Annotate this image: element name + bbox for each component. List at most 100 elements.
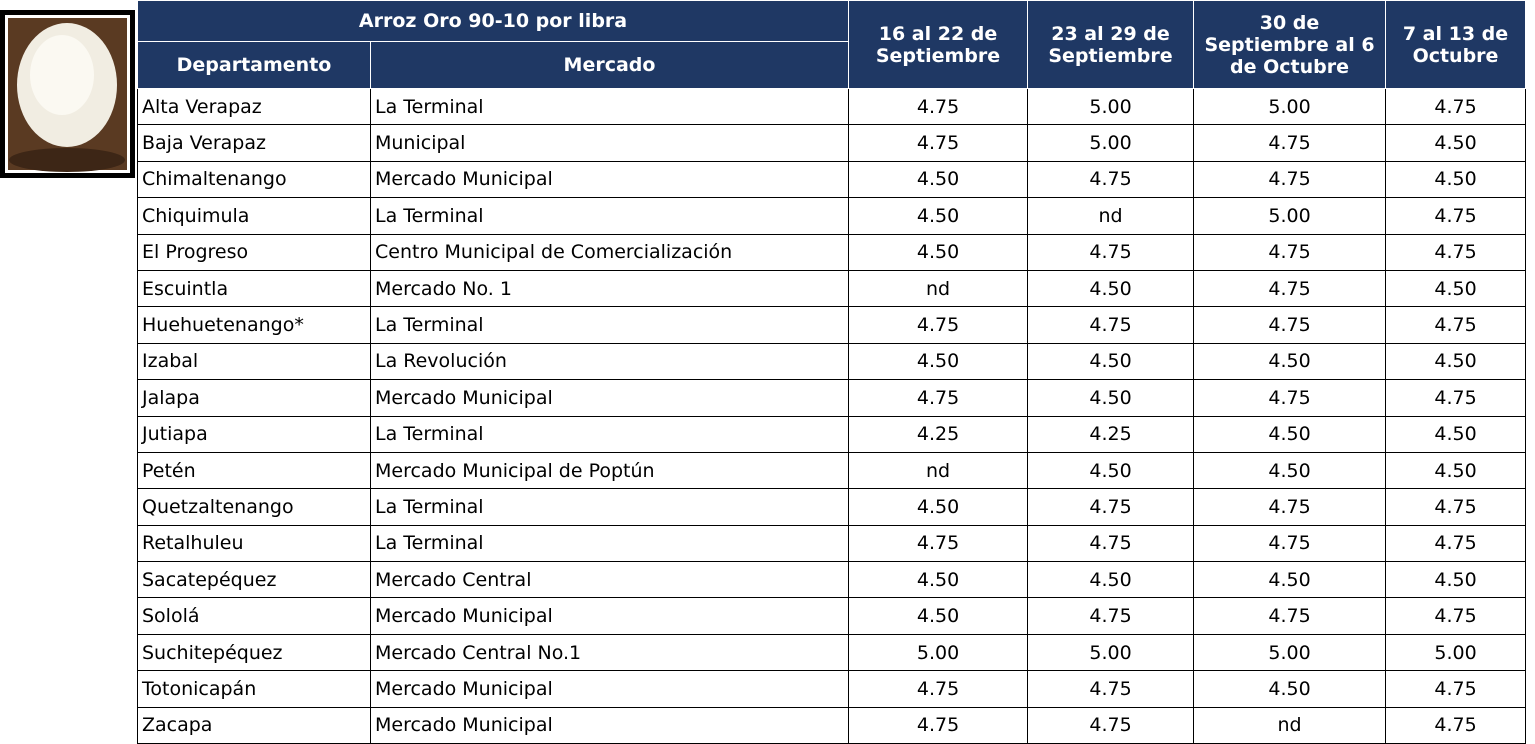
- price-cell: 4.75: [1028, 307, 1194, 343]
- price-cell: nd: [849, 270, 1028, 306]
- price-cell: 4.75: [1386, 525, 1526, 561]
- price-cell: 4.50: [849, 234, 1028, 270]
- text-cell: Chimaltenango: [138, 161, 371, 197]
- price-cell: 4.75: [849, 380, 1028, 416]
- text-cell: Alta Verapaz: [138, 89, 371, 125]
- text-cell: Centro Municipal de Comercialización: [371, 234, 849, 270]
- price-cell: 4.75: [849, 525, 1028, 561]
- price-cell: 4.50: [1028, 270, 1194, 306]
- price-cell: 4.50: [849, 343, 1028, 379]
- week-header: 7 al 13 de Octubre: [1386, 1, 1526, 89]
- price-cell: 4.50: [849, 598, 1028, 634]
- text-cell: La Terminal: [371, 198, 849, 234]
- week-header: 16 al 22 de Septiembre: [849, 1, 1028, 89]
- text-cell: Huehuetenango*: [138, 307, 371, 343]
- text-cell: Mercado Municipal: [371, 707, 849, 743]
- table-row: SuchitepéquezMercado Central No.15.005.0…: [138, 634, 1526, 670]
- text-cell: Jalapa: [138, 380, 371, 416]
- text-cell: Mercado Municipal: [371, 598, 849, 634]
- price-cell: nd: [849, 452, 1028, 488]
- text-cell: Sololá: [138, 598, 371, 634]
- text-cell: Mercado Municipal: [371, 380, 849, 416]
- text-cell: Zacapa: [138, 707, 371, 743]
- price-cell: 4.50: [1194, 452, 1386, 488]
- table-body: Alta VerapazLa Terminal4.755.005.004.75B…: [138, 89, 1526, 744]
- price-cell: 4.75: [1194, 125, 1386, 161]
- price-cell: 4.75: [1386, 489, 1526, 525]
- text-cell: Retalhuleu: [138, 525, 371, 561]
- price-cell: 4.75: [1386, 307, 1526, 343]
- price-cell: 4.75: [1386, 671, 1526, 707]
- price-cell: 4.50: [1194, 562, 1386, 598]
- price-cell: 5.00: [1386, 634, 1526, 670]
- price-cell: 4.75: [1386, 198, 1526, 234]
- week-header: 23 al 29 de Septiembre: [1028, 1, 1194, 89]
- price-cell: 5.00: [1194, 89, 1386, 125]
- text-cell: Mercado Municipal: [371, 671, 849, 707]
- price-cell: 4.75: [1194, 525, 1386, 561]
- text-cell: Suchitepéquez: [138, 634, 371, 670]
- text-cell: Chiquimula: [138, 198, 371, 234]
- text-cell: Izabal: [138, 343, 371, 379]
- price-cell: 4.50: [1386, 562, 1526, 598]
- price-cell: 4.75: [849, 707, 1028, 743]
- column-header: Departamento: [138, 42, 371, 89]
- price-cell: 4.50: [849, 489, 1028, 525]
- text-cell: Mercado Central No.1: [371, 634, 849, 670]
- price-cell: 4.75: [1194, 161, 1386, 197]
- price-cell: 4.50: [1386, 161, 1526, 197]
- price-cell: 4.75: [849, 125, 1028, 161]
- price-cell: 4.75: [1386, 380, 1526, 416]
- price-cell: 4.50: [1386, 125, 1526, 161]
- text-cell: El Progreso: [138, 234, 371, 270]
- price-cell: 4.50: [849, 562, 1028, 598]
- price-cell: 4.50: [1028, 343, 1194, 379]
- price-cell: 4.75: [1028, 598, 1194, 634]
- price-cell: 4.75: [849, 671, 1028, 707]
- text-cell: Mercado No. 1: [371, 270, 849, 306]
- price-cell: 4.50: [1386, 416, 1526, 452]
- text-cell: La Terminal: [371, 89, 849, 125]
- text-cell: La Terminal: [371, 416, 849, 452]
- price-cell: 4.25: [1028, 416, 1194, 452]
- price-cell: 5.00: [1028, 634, 1194, 670]
- text-cell: Municipal: [371, 125, 849, 161]
- page: Arroz Oro 90-10 por libra16 al 22 de Sep…: [0, 0, 1535, 744]
- price-cell: 4.75: [1028, 671, 1194, 707]
- text-cell: Quetzaltenango: [138, 489, 371, 525]
- price-cell: 4.50: [1386, 270, 1526, 306]
- price-cell: 4.50: [1386, 452, 1526, 488]
- price-cell: 5.00: [849, 634, 1028, 670]
- price-cell: 4.75: [1386, 598, 1526, 634]
- text-cell: Totonicapán: [138, 671, 371, 707]
- price-cell: 4.75: [1028, 525, 1194, 561]
- price-cell: 5.00: [1194, 634, 1386, 670]
- price-cell: nd: [1028, 198, 1194, 234]
- price-cell: 4.50: [849, 198, 1028, 234]
- text-cell: La Revolución: [371, 343, 849, 379]
- price-cell: 5.00: [1028, 125, 1194, 161]
- text-cell: Mercado Municipal: [371, 161, 849, 197]
- price-cell: 4.50: [1386, 343, 1526, 379]
- column-header: Mercado: [371, 42, 849, 89]
- price-cell: 4.50: [1028, 562, 1194, 598]
- price-cell: 4.75: [1386, 89, 1526, 125]
- text-cell: Petén: [138, 452, 371, 488]
- price-cell: 4.75: [1028, 161, 1194, 197]
- price-cell: 4.25: [849, 416, 1028, 452]
- price-cell: 4.75: [849, 89, 1028, 125]
- week-header: 30 de Septiembre al 6 de Octubre: [1194, 1, 1386, 89]
- text-cell: Jutiapa: [138, 416, 371, 452]
- price-cell: 4.50: [1194, 416, 1386, 452]
